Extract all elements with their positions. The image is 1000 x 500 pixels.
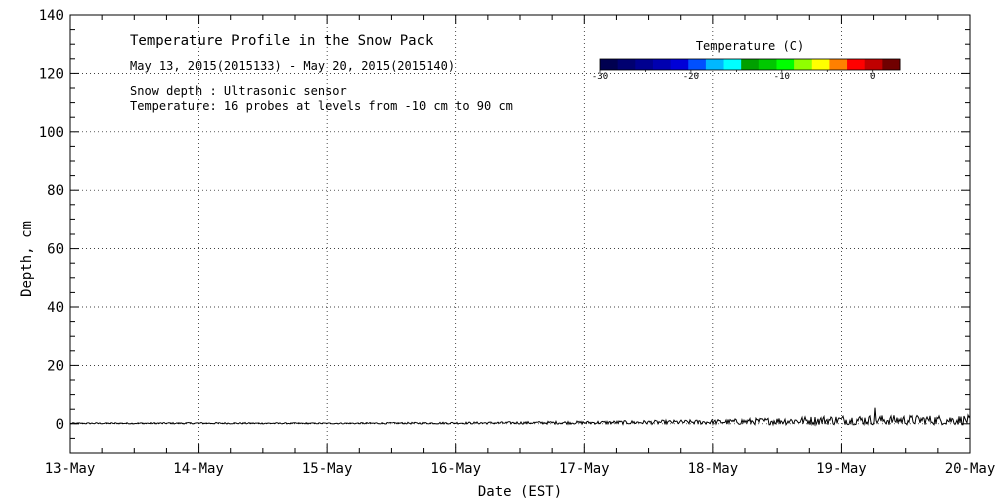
y-tick-label: 80: [47, 183, 64, 199]
snow-depth-line: [69, 407, 971, 427]
colorbar-frame: [599, 58, 901, 71]
y-axis: 0 20 40 60 80 100 120 140: [39, 8, 970, 454]
chart-subtitle: May 13, 2015(2015133) - May 20, 2015(201…: [130, 59, 455, 73]
colorbar-swatch: [652, 59, 672, 70]
colorbar-swatch: [723, 59, 742, 70]
grid: [70, 15, 970, 453]
x-tick-label: 19-May: [816, 461, 867, 477]
colorbar-swatch: [794, 59, 813, 70]
x-tick-label: 17-May: [559, 461, 610, 477]
colorbar-swatch: [705, 59, 725, 70]
colorbar-swatch: [741, 59, 760, 70]
chart-title: Temperature Profile in the Snow Pack: [130, 33, 434, 49]
colorbar-swatch: [617, 59, 636, 70]
x-tick-label: 18-May: [688, 461, 739, 477]
note-snow-depth: Snow depth : Ultrasonic sensor: [130, 84, 347, 98]
y-axis-label: Depth, cm: [19, 221, 35, 297]
colorbar-swatch: [670, 59, 689, 70]
colorbar-tick-label: -10: [774, 72, 790, 82]
colorbar-tick-label: -30: [592, 72, 608, 82]
note-temperature: Temperature: 16 probes at levels from -1…: [130, 99, 513, 113]
x-axis-label: Date (EST): [478, 484, 562, 500]
colorbar-swatch: [635, 59, 654, 70]
x-axis: 13-May 14-May 15-May 16-May 17-May 18-May 19-M…: [45, 15, 996, 477]
colorbar-swatch: [811, 59, 830, 70]
colorbar-swatch: [600, 59, 619, 70]
colorbar-swatch: [776, 59, 795, 70]
y-tick-label: 60: [47, 242, 64, 258]
y-tick-label: 20: [47, 358, 64, 374]
x-tick-label: 20-May: [945, 461, 996, 477]
plot-frame: [69, 14, 971, 454]
colorbar-swatch: [882, 59, 901, 70]
y-tick-label: 120: [39, 66, 64, 82]
colorbar-swatch: [847, 59, 866, 70]
colorbar-swatch: [688, 59, 707, 70]
y-tick-label: 40: [47, 300, 64, 316]
x-tick-label: 15-May: [302, 461, 353, 477]
colorbar-tick-label: -20: [683, 72, 699, 82]
colorbar-tick-label: 0: [870, 72, 875, 82]
colorbar: -30 -20 -10 0: [592, 58, 901, 82]
x-tick-label: 14-May: [173, 461, 224, 477]
x-tick-label: 16-May: [430, 461, 481, 477]
y-tick-label: 140: [39, 8, 64, 24]
colorbar-swatch: [864, 59, 883, 70]
colorbar-swatch: [758, 59, 777, 70]
colorbar-title: Temperature (C): [696, 39, 804, 53]
colorbar-swatch: [829, 59, 848, 70]
y-tick-label: 0: [56, 417, 64, 433]
x-tick-label: 13-May: [45, 461, 96, 477]
y-tick-label: 100: [39, 125, 64, 141]
